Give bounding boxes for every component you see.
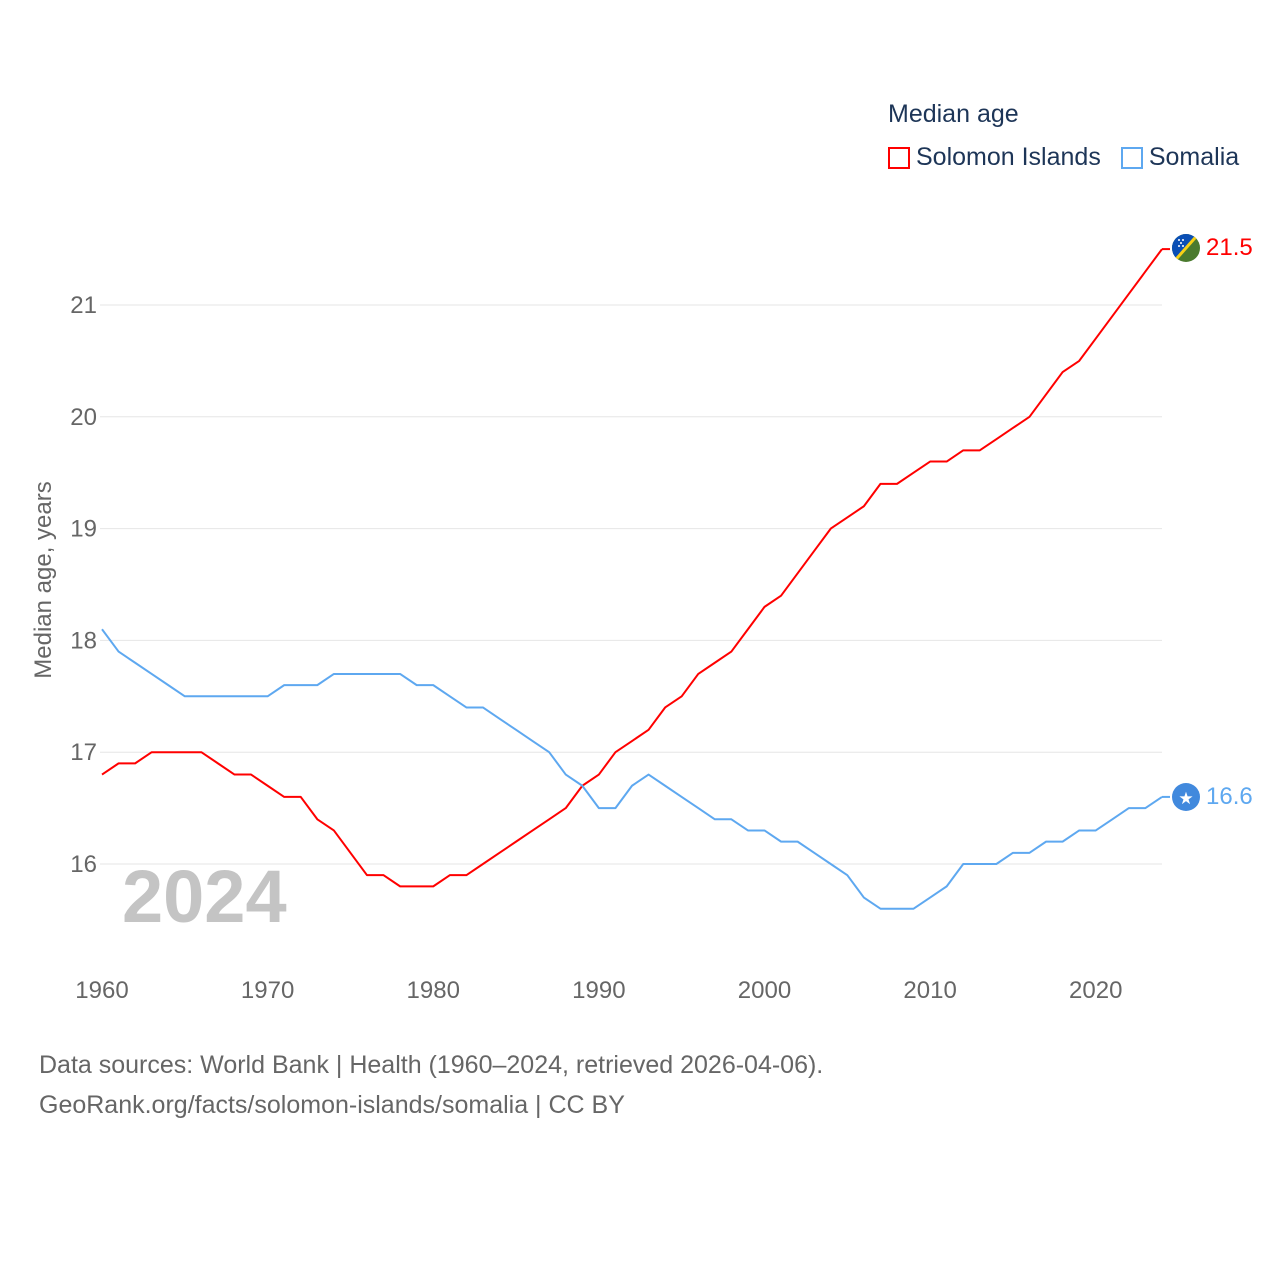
x-tick-label: 1990 <box>572 977 625 1004</box>
legend-label: Solomon Islands <box>916 143 1101 171</box>
x-axis-ticks: 1960 1970 1980 1990 2000 2010 2020 <box>75 977 1122 1004</box>
y-axis-label: Median age, years <box>30 481 57 678</box>
x-tick-label: 1970 <box>241 977 294 1004</box>
x-tick-label: 1960 <box>75 977 128 1004</box>
legend-label: Somalia <box>1148 143 1240 171</box>
y-tick-label: 17 <box>70 739 97 766</box>
series-line-solomon-islands <box>101 248 1163 888</box>
somalia-end-label: 16.6 <box>1206 783 1253 810</box>
end-markers: ★ <box>1172 234 1200 811</box>
legend-swatch-solomon-islands <box>888 146 910 169</box>
x-tick-label: 2010 <box>903 977 956 1004</box>
year-watermark: 2024 <box>122 855 287 938</box>
series-lines <box>101 248 1170 910</box>
source-line: Data sources: World Bank | Health (1960–… <box>39 1051 824 1079</box>
y-tick-label: 19 <box>70 516 97 543</box>
y-tick-label: 16 <box>70 851 97 878</box>
x-tick-label: 2000 <box>738 977 791 1004</box>
solomon-islands-end-label: 21.5 <box>1206 234 1253 261</box>
source-note: Data sources: World Bank | Health (1960–… <box>39 1045 823 1125</box>
legend-item-solomon-islands[interactable]: Solomon Islands <box>888 143 1101 172</box>
legend-item-somalia[interactable]: Somalia <box>1120 143 1240 172</box>
y-axis-ticks: 16 17 18 19 20 21 <box>70 292 97 878</box>
y-tick-label: 20 <box>70 404 97 431</box>
svg-text:★: ★ <box>1178 789 1193 808</box>
x-tick-label: 1980 <box>407 977 460 1004</box>
x-tick-label: 2020 <box>1069 977 1122 1004</box>
legend: Solomon Islands Somalia <box>888 143 1239 172</box>
somalia-flag-icon: ★ <box>1172 783 1200 811</box>
y-tick-label: 18 <box>70 627 97 654</box>
y-tick-label: 21 <box>70 292 97 319</box>
series-line-somalia <box>101 628 1163 910</box>
legend-title: Median age <box>888 100 1019 128</box>
solomon-islands-flag-icon <box>1172 234 1200 262</box>
attribution-line: GeoRank.org/facts/solomon-islands/somali… <box>39 1091 625 1119</box>
legend-swatch-somalia <box>1120 146 1143 169</box>
